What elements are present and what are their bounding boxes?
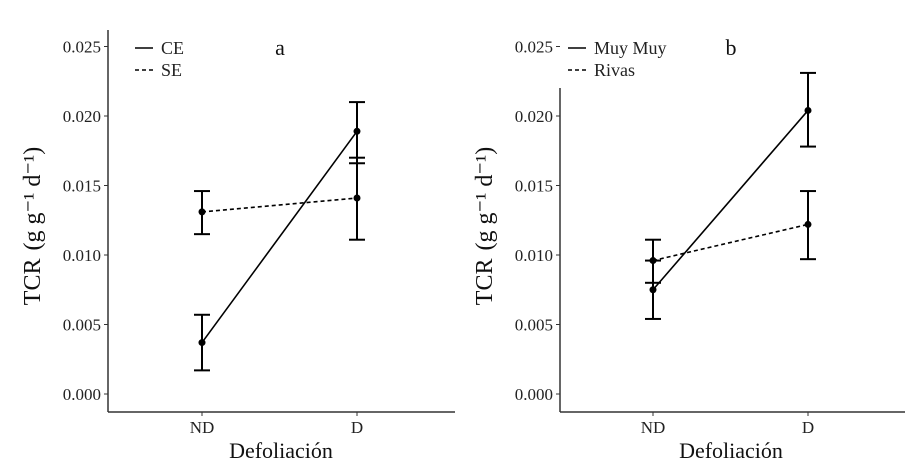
y-tick-label: 0.005: [63, 316, 101, 335]
panel-b: 0.000 0.005 0.010 0.015 0.020 0.025 ND D Defolia…: [472, 35, 905, 463]
x-tick-label: ND: [641, 418, 666, 437]
series-line: [652, 223, 809, 262]
legend-key-bg: [131, 58, 161, 78]
series-line: [201, 197, 358, 213]
y-tick-label: 0.015: [515, 177, 553, 196]
legend-label: Muy Muy: [594, 38, 667, 58]
y-tick-label: 0.005: [515, 316, 553, 335]
legend-label: SE: [161, 60, 182, 80]
x-axis-label: Defoliación: [679, 438, 783, 463]
data-point: [649, 286, 657, 294]
legend-key-bg: [131, 36, 161, 56]
y-tick-label: 0.025: [515, 38, 553, 57]
y-tick-label: 0.020: [63, 107, 101, 126]
legend-key-bg: [564, 36, 594, 56]
y-tick-label: 0.010: [515, 246, 553, 265]
series-se: [194, 156, 365, 241]
x-tick-label: ND: [190, 418, 215, 437]
y-axis-label-name: TCR: [472, 259, 498, 306]
series-line: [201, 130, 358, 344]
series-ce: [194, 101, 365, 372]
data-point: [198, 208, 206, 216]
legend-label: CE: [161, 38, 184, 58]
y-axis-label-name: TCR: [20, 259, 46, 306]
y-tick-label: 0.015: [63, 177, 101, 196]
data-point: [649, 257, 657, 265]
y-axis-label: TCR (g g⁻¹ d⁻¹): [472, 147, 498, 305]
panel-label: a: [275, 35, 285, 60]
x-tick-label: D: [802, 418, 814, 437]
data-point: [353, 194, 361, 202]
y-tick-label: 0.010: [63, 246, 101, 265]
y-axis-label-units: (g g⁻¹ d⁻¹): [20, 147, 46, 251]
series-rivas: [645, 190, 816, 284]
data-point: [198, 339, 206, 347]
legend-key-bg: [564, 58, 594, 78]
y-tick-label: 0.000: [515, 385, 553, 404]
data-point: [353, 127, 361, 135]
data-point: [804, 106, 812, 114]
x-axis-label: Defoliación: [229, 438, 333, 463]
y-tick-label: 0.000: [63, 385, 101, 404]
legend-label: Rivas: [594, 60, 635, 80]
data-point: [804, 220, 812, 228]
y-axis-label: TCR (g g⁻¹ d⁻¹): [20, 147, 46, 305]
x-tick-label: D: [351, 418, 363, 437]
y-axis-label-units: (g g⁻¹ d⁻¹): [472, 147, 498, 251]
panel-a: 0.000 0.005 0.010 0.015 0.020 0.025 ND D Defolia…: [20, 30, 455, 463]
panel-label: b: [726, 35, 737, 60]
y-tick-label: 0.025: [63, 38, 101, 57]
series-muy-muy: [645, 71, 816, 320]
series-line: [652, 109, 809, 291]
y-tick-label: 0.020: [515, 107, 553, 126]
